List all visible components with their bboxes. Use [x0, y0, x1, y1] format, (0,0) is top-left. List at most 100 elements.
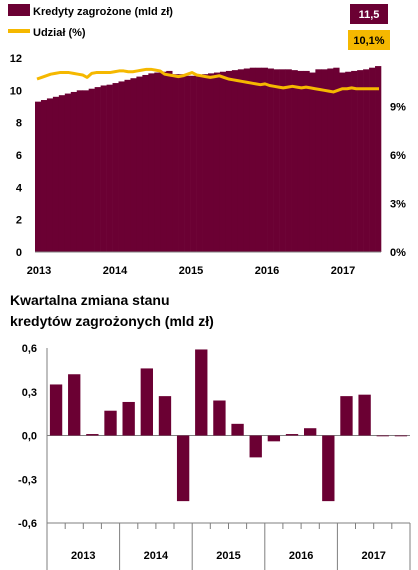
top-bar — [46, 98, 54, 252]
bottom-bar — [376, 435, 389, 437]
top-bar — [202, 74, 209, 252]
top-left-y-axis: 0 2 4 6 8 10 12 — [10, 53, 23, 259]
top-bar — [40, 100, 48, 252]
top-line-group — [36, 67, 379, 94]
top-bar — [196, 74, 203, 252]
bottom-bar — [267, 435, 281, 442]
bottom-y-tick-label: -0,3 — [18, 474, 37, 486]
bottom-y-axis: 0,6 0,3 0,0 -0,3 -0,6 — [18, 343, 37, 530]
top-bar — [88, 88, 95, 252]
top-bar — [357, 70, 364, 253]
top-bar — [225, 70, 233, 253]
top-left-y-tick-label: 8 — [16, 118, 22, 130]
bottom-bar — [104, 410, 117, 436]
top-bar — [255, 67, 262, 252]
bottom-y-tick-label: 0,6 — [22, 343, 37, 355]
bottom-title-line-1: Kwartalna zmiana stanu — [10, 292, 170, 308]
top-right-y-tick-label: 6% — [390, 150, 406, 162]
top-bar — [363, 69, 370, 252]
top-bar — [184, 75, 191, 252]
top-bars — [35, 66, 382, 253]
top-bar — [178, 74, 185, 252]
top-bar — [124, 79, 131, 252]
top-bar — [52, 96, 60, 252]
top-bar — [142, 74, 149, 252]
top-bar — [345, 71, 352, 253]
bottom-title-line-2: kredytów zagrożonych (mld zł) — [10, 313, 214, 329]
bottom-bar — [394, 435, 408, 437]
top-bar — [106, 84, 113, 253]
top-bar — [267, 68, 274, 252]
legend-line-badge — [348, 30, 390, 50]
top-right-y-tick-label: 9% — [390, 102, 406, 114]
bottom-axes — [46, 348, 411, 570]
legend-bar-swatch — [8, 4, 30, 16]
top-x-tick-label: 2015 — [179, 265, 203, 277]
top-left-y-tick-label: 6 — [16, 150, 22, 162]
top-bar — [213, 72, 221, 252]
top-left-y-tick-label: 10 — [10, 85, 22, 97]
bottom-y-tick-label: 0,3 — [22, 387, 37, 399]
share-line — [36, 67, 379, 94]
top-x-tick-label: 2016 — [255, 265, 279, 277]
bottom-x-axis-labels: 2013 2014 2015 2016 2017 — [71, 550, 386, 562]
bottom-bar — [322, 435, 335, 502]
legend-line-badge-value: 10,1% — [353, 35, 384, 47]
top-bar — [64, 93, 72, 252]
top-bar — [190, 75, 197, 252]
legend-bar-label: Kredyty zagrożone (mld zł) — [33, 6, 173, 18]
bottom-bar — [176, 435, 190, 502]
bottom-x-tick-label: 2017 — [361, 550, 385, 562]
top-left-y-tick-label: 12 — [10, 53, 22, 65]
bottom-bar — [195, 349, 208, 436]
bottom-bar — [358, 394, 371, 436]
bottom-y-tick-label: -0,6 — [18, 518, 37, 530]
top-bar — [94, 87, 101, 252]
top-bar — [35, 101, 42, 253]
top-bar — [148, 73, 155, 252]
top-bar — [76, 90, 84, 252]
top-bar — [130, 78, 137, 253]
bottom-bar — [285, 434, 299, 436]
bottom-x-tick-label: 2016 — [289, 550, 313, 562]
bottom-bar — [304, 428, 317, 436]
bottom-bar — [213, 400, 226, 436]
bottom-bar — [249, 435, 262, 458]
top-right-y-axis: 0% 3% 6% 9% — [390, 102, 406, 260]
top-x-axis-labels: 2013 2014 2015 2016 2017 — [27, 265, 355, 277]
top-bar — [297, 70, 304, 253]
top-x-tick-label: 2017 — [331, 265, 355, 277]
top-bar — [315, 69, 322, 252]
top-bar — [70, 91, 78, 252]
top-bar — [82, 90, 89, 252]
bottom-y-tick-label: 0,0 — [22, 431, 37, 443]
top-bar — [243, 68, 251, 252]
top-bar — [291, 70, 298, 253]
top-bar — [327, 68, 334, 252]
top-bar — [339, 72, 346, 252]
top-legend: Kredyty zagrożone (mld zł) 11,5 Udział (… — [8, 4, 390, 50]
bottom-x-tick-label: 2014 — [144, 550, 169, 562]
top-bar — [309, 72, 316, 252]
top-bar — [375, 66, 382, 252]
legend-bar-badge — [350, 4, 388, 24]
top-left-y-tick-label: 0 — [16, 247, 22, 259]
bottom-bars — [49, 349, 408, 502]
top-bar — [285, 69, 292, 252]
top-bar — [112, 83, 119, 252]
top-left-y-tick-label: 4 — [16, 182, 23, 194]
top-bar — [351, 70, 358, 253]
top-right-y-tick-label: 0% — [390, 247, 406, 259]
top-bar — [219, 71, 227, 253]
top-bar — [279, 69, 286, 252]
top-bar — [369, 67, 376, 252]
top-bar — [231, 70, 239, 253]
top-bar — [118, 81, 125, 252]
bottom-bar — [49, 384, 63, 436]
bottom-bar — [122, 401, 135, 436]
bottom-bar — [231, 423, 244, 436]
top-bar — [303, 70, 310, 253]
top-x-tick-label: 2013 — [27, 265, 51, 277]
top-bar — [249, 67, 257, 252]
top-bar — [172, 74, 179, 252]
